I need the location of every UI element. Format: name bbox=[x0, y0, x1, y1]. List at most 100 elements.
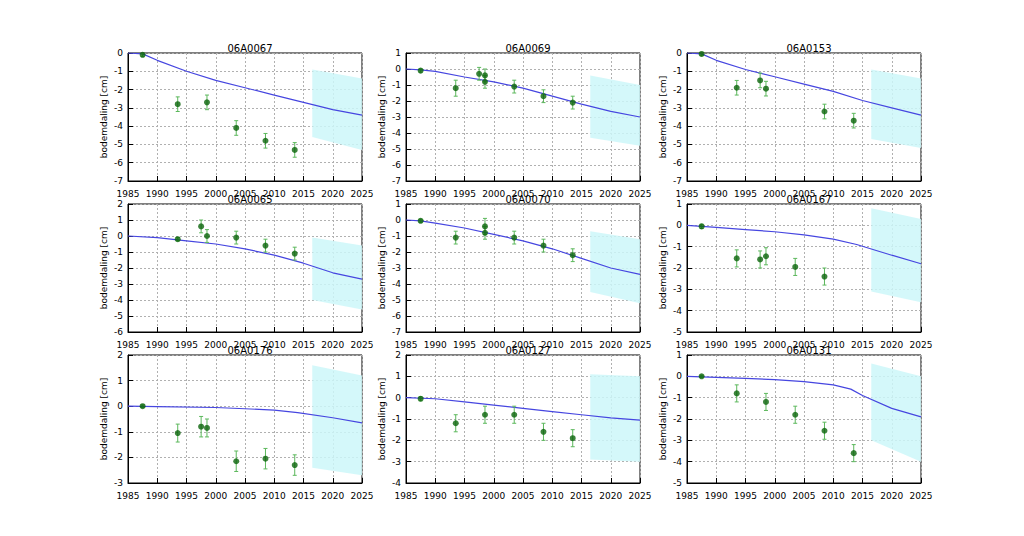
svg-text:1: 1 bbox=[676, 350, 682, 360]
svg-text:2005: 2005 bbox=[793, 491, 816, 501]
svg-text:bodemdaling [cm]: bodemdaling [cm] bbox=[377, 76, 387, 158]
svg-text:1985: 1985 bbox=[676, 340, 699, 350]
svg-text:-5: -5 bbox=[114, 139, 123, 149]
svg-text:2015: 2015 bbox=[292, 491, 315, 501]
svg-text:-7: -7 bbox=[392, 176, 401, 186]
svg-text:2010: 2010 bbox=[263, 491, 286, 501]
svg-text:1985: 1985 bbox=[395, 491, 418, 501]
svg-text:1990: 1990 bbox=[705, 340, 728, 350]
svg-text:06A0070: 06A0070 bbox=[505, 194, 550, 205]
svg-text:2020: 2020 bbox=[880, 491, 903, 501]
svg-text:06A0176: 06A0176 bbox=[227, 345, 272, 356]
svg-text:2020: 2020 bbox=[599, 340, 622, 350]
svg-text:-6: -6 bbox=[392, 160, 401, 170]
svg-text:-4: -4 bbox=[673, 121, 682, 131]
svg-text:-6: -6 bbox=[114, 327, 123, 337]
svg-text:1995: 1995 bbox=[734, 491, 757, 501]
svg-text:bodemdaling [cm]: bodemdaling [cm] bbox=[377, 227, 387, 309]
svg-text:-1: -1 bbox=[114, 66, 123, 76]
svg-text:bodemdaling [cm]: bodemdaling [cm] bbox=[99, 227, 109, 309]
svg-text:1990: 1990 bbox=[424, 340, 447, 350]
svg-text:-2: -2 bbox=[673, 85, 682, 95]
svg-text:0: 0 bbox=[117, 48, 123, 58]
svg-text:1995: 1995 bbox=[453, 189, 476, 199]
svg-text:06A0127: 06A0127 bbox=[505, 345, 550, 356]
svg-text:2020: 2020 bbox=[321, 491, 344, 501]
svg-text:2000: 2000 bbox=[204, 491, 227, 501]
svg-text:2020: 2020 bbox=[599, 491, 622, 501]
svg-text:1995: 1995 bbox=[453, 491, 476, 501]
svg-text:1990: 1990 bbox=[424, 491, 447, 501]
svg-text:-3: -3 bbox=[673, 435, 682, 445]
svg-text:1: 1 bbox=[395, 199, 401, 209]
svg-text:06A0067: 06A0067 bbox=[227, 43, 272, 54]
svg-text:-1: -1 bbox=[392, 414, 401, 424]
svg-text:2000: 2000 bbox=[763, 189, 786, 199]
svg-text:2020: 2020 bbox=[880, 340, 903, 350]
svg-text:1990: 1990 bbox=[146, 491, 169, 501]
svg-text:-4: -4 bbox=[392, 279, 401, 289]
svg-text:2025: 2025 bbox=[629, 340, 652, 350]
svg-text:-7: -7 bbox=[673, 176, 682, 186]
svg-text:-2: -2 bbox=[114, 263, 123, 273]
svg-text:2000: 2000 bbox=[204, 340, 227, 350]
svg-text:-3: -3 bbox=[392, 263, 401, 273]
svg-text:1985: 1985 bbox=[676, 491, 699, 501]
svg-text:0: 0 bbox=[676, 220, 682, 230]
svg-text:1: 1 bbox=[395, 371, 401, 381]
svg-text:2015: 2015 bbox=[292, 340, 315, 350]
svg-text:2015: 2015 bbox=[292, 189, 315, 199]
svg-text:-2: -2 bbox=[114, 85, 123, 95]
svg-text:2025: 2025 bbox=[629, 491, 652, 501]
svg-text:-4: -4 bbox=[392, 128, 401, 138]
svg-text:1985: 1985 bbox=[676, 189, 699, 199]
svg-text:0: 0 bbox=[395, 215, 401, 225]
svg-text:0: 0 bbox=[117, 401, 123, 411]
svg-text:2025: 2025 bbox=[910, 491, 933, 501]
svg-text:-5: -5 bbox=[673, 478, 682, 488]
svg-text:-3: -3 bbox=[114, 103, 123, 113]
svg-text:06A0069: 06A0069 bbox=[505, 43, 550, 54]
svg-text:2025: 2025 bbox=[351, 189, 374, 199]
svg-text:-3: -3 bbox=[392, 112, 401, 122]
svg-text:1985: 1985 bbox=[395, 340, 418, 350]
svg-text:2015: 2015 bbox=[851, 491, 874, 501]
svg-text:-2: -2 bbox=[114, 452, 123, 462]
svg-text:1985: 1985 bbox=[117, 491, 140, 501]
svg-text:1990: 1990 bbox=[424, 189, 447, 199]
svg-text:2000: 2000 bbox=[482, 491, 505, 501]
svg-text:2000: 2000 bbox=[763, 491, 786, 501]
svg-text:2: 2 bbox=[117, 199, 123, 209]
svg-text:1990: 1990 bbox=[705, 189, 728, 199]
svg-text:2025: 2025 bbox=[629, 189, 652, 199]
svg-text:1: 1 bbox=[676, 199, 682, 209]
svg-text:-5: -5 bbox=[673, 327, 682, 337]
svg-text:bodemdaling [cm]: bodemdaling [cm] bbox=[99, 378, 109, 460]
svg-text:-1: -1 bbox=[392, 80, 401, 90]
svg-text:2005: 2005 bbox=[234, 491, 257, 501]
svg-text:2020: 2020 bbox=[321, 340, 344, 350]
svg-text:2: 2 bbox=[117, 350, 123, 360]
svg-text:1995: 1995 bbox=[175, 491, 198, 501]
svg-text:1985: 1985 bbox=[117, 189, 140, 199]
svg-text:2000: 2000 bbox=[482, 340, 505, 350]
svg-text:-5: -5 bbox=[392, 144, 401, 154]
svg-text:-2: -2 bbox=[673, 263, 682, 273]
svg-text:-1: -1 bbox=[114, 247, 123, 257]
svg-text:0: 0 bbox=[117, 231, 123, 241]
svg-text:1995: 1995 bbox=[175, 189, 198, 199]
svg-text:bodemdaling [cm]: bodemdaling [cm] bbox=[99, 76, 109, 158]
svg-text:bodemdaling [cm]: bodemdaling [cm] bbox=[377, 378, 387, 460]
svg-text:2000: 2000 bbox=[204, 189, 227, 199]
svg-text:-2: -2 bbox=[392, 96, 401, 106]
svg-text:1: 1 bbox=[395, 48, 401, 58]
svg-text:0: 0 bbox=[676, 48, 682, 58]
svg-text:2015: 2015 bbox=[570, 491, 593, 501]
svg-text:1: 1 bbox=[117, 376, 123, 386]
svg-text:06A0131: 06A0131 bbox=[786, 345, 831, 356]
svg-text:-4: -4 bbox=[114, 295, 123, 305]
svg-text:1990: 1990 bbox=[705, 491, 728, 501]
svg-text:1995: 1995 bbox=[734, 340, 757, 350]
svg-text:1990: 1990 bbox=[146, 189, 169, 199]
svg-text:2000: 2000 bbox=[763, 340, 786, 350]
